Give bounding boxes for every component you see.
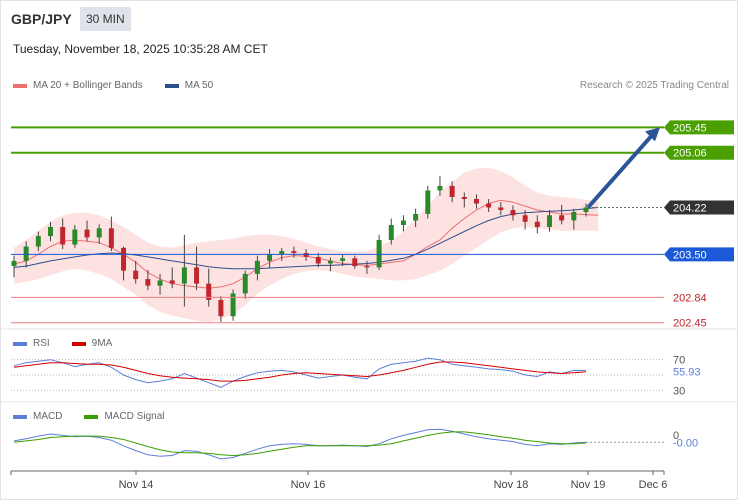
macd-legend-swatch (13, 414, 27, 419)
candle-body (546, 215, 552, 227)
candle-body (11, 260, 17, 267)
ma20-legend-label: MA 20 + Bollinger Bands (33, 80, 143, 91)
macd-signal-line (13, 431, 587, 457)
ma50-legend-swatch (164, 83, 179, 88)
candle-body (571, 212, 577, 221)
candle-body (157, 280, 163, 286)
pivot-label: 203.50 (673, 249, 707, 261)
candle-body (352, 258, 358, 267)
candle-body (48, 226, 54, 237)
macd-value-label: -0.00 (673, 437, 698, 449)
candle-body (84, 229, 90, 238)
candle-body (400, 220, 406, 226)
candle-body (218, 299, 224, 317)
candle-body (413, 213, 419, 221)
forecast-arrow-head (645, 127, 660, 142)
rsi-ma-legend-label: 9MA (91, 338, 113, 349)
candle-body (108, 228, 114, 248)
candle-body (96, 228, 102, 238)
candle-body (303, 253, 309, 257)
macd-line (13, 428, 587, 460)
last-price-label: 204.22 (673, 202, 707, 214)
resistance-label: 205.06 (673, 148, 707, 160)
macd-signal-legend-label: MACD Signal (104, 411, 165, 422)
candle-body (230, 293, 236, 317)
candle-body (364, 266, 370, 268)
candle-body (242, 273, 248, 294)
candle-body (498, 207, 504, 211)
macd-zero-label: 0 (673, 430, 679, 442)
candle-body (121, 247, 127, 271)
x-axis-tick-label: Nov 16 (291, 479, 326, 491)
candle-body (291, 251, 297, 254)
candle-body (194, 267, 200, 284)
candle-body (35, 236, 41, 247)
x-axis-tick-label: Nov 18 (494, 479, 529, 491)
rsi-30-label: 30 (673, 385, 685, 397)
candle-body (60, 226, 66, 245)
x-axis-tick-label: Nov 19 (571, 479, 606, 491)
rsi-legend-label: RSI (33, 338, 50, 349)
forecast-arrow-shaft (586, 133, 654, 209)
resistance-tag (664, 120, 734, 135)
candle-body (145, 279, 151, 286)
candle-body (181, 267, 187, 284)
x-axis-tick-label: Nov 14 (119, 479, 154, 491)
candle-body (340, 258, 346, 261)
rsi-ma-line (13, 361, 587, 382)
candle-body (522, 215, 528, 222)
candle-body (72, 229, 78, 245)
candle-body (376, 240, 382, 268)
ma50-legend-label: MA 50 (184, 80, 214, 91)
candle-body (206, 283, 212, 300)
ma50-line (13, 206, 599, 270)
rsi-value-label: 55.93 (673, 366, 701, 378)
candle-body (254, 260, 260, 274)
macd-legend-label: MACD (33, 411, 63, 422)
candle-body (583, 207, 589, 212)
symbol-title: GBP/JPY (11, 11, 72, 27)
candle-body (534, 221, 540, 227)
macd-legend: MACD MACD Signal (13, 411, 164, 422)
ma20-legend-swatch (13, 83, 27, 88)
rsi-legend: RSI 9MA (13, 338, 112, 349)
candle-body (559, 215, 565, 221)
candle-body (437, 185, 443, 191)
main-legend: MA 20 + Bollinger Bands MA 50 (13, 80, 213, 91)
candle-body (23, 246, 29, 261)
candle-body (449, 185, 455, 198)
rsi-ma-legend-swatch (71, 341, 86, 346)
candle-body (388, 225, 394, 241)
candle-body (486, 203, 492, 208)
x-axis-tick-label: Dec 6 (639, 479, 668, 491)
candle-body (267, 254, 273, 261)
rsi-legend-swatch (13, 341, 27, 346)
candle-body (425, 190, 431, 214)
candle-body (169, 280, 175, 284)
last-price-tag (664, 200, 734, 215)
candle-body (473, 198, 479, 204)
candle-body (327, 260, 333, 264)
candle-body (133, 270, 139, 280)
candle-body (279, 251, 285, 255)
candle-body (315, 256, 321, 264)
datetime-label: Tuesday, November 18, 2025 10:35:28 AM C… (13, 42, 268, 56)
support-label: 202.84 (673, 292, 707, 304)
rsi-70-label: 70 (673, 355, 685, 367)
timeframe-button[interactable]: 30 MIN (80, 7, 131, 31)
resistance-label: 205.45 (673, 122, 707, 134)
candle-body (510, 210, 516, 216)
candle-body (461, 197, 467, 199)
resistance-tag (664, 145, 734, 160)
support-label: 202.45 (673, 318, 707, 330)
bollinger-band-fill (14, 167, 599, 323)
pivot-tag (664, 247, 734, 262)
copyright-label: Research © 2025 Trading Central (579, 80, 729, 91)
macd-signal-legend-swatch (84, 414, 99, 419)
